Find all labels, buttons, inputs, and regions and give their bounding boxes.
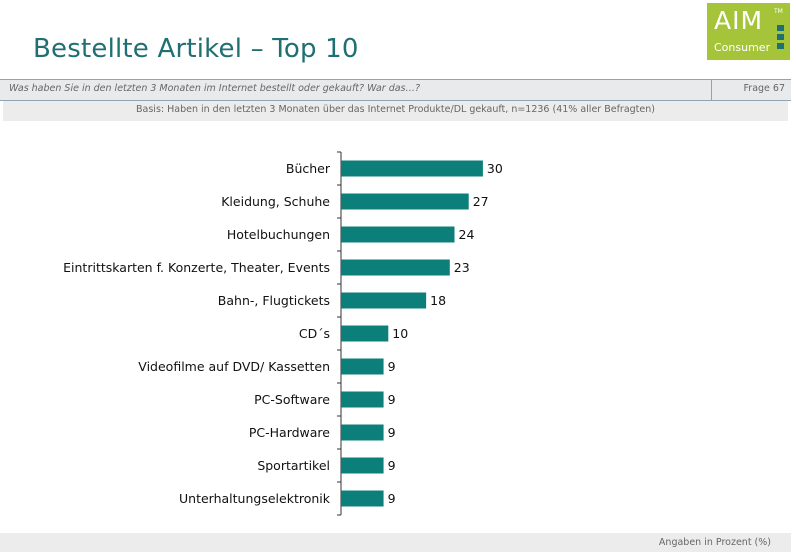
category-label: Kleidung, Schuhe <box>221 194 330 209</box>
data-label: 9 <box>388 425 396 440</box>
data-label: 30 <box>487 161 503 176</box>
bar <box>341 226 455 243</box>
basis-bar: Basis: Haben in den letzten 3 Monaten üb… <box>3 101 788 121</box>
bar <box>341 259 450 276</box>
bar <box>341 358 384 375</box>
data-label: 23 <box>454 260 470 275</box>
bar <box>341 490 384 507</box>
category-label: Bahn-, Flugtickets <box>218 293 330 308</box>
bar <box>341 424 384 441</box>
aim-consumer-logo: AIM TM Consumer <box>707 3 790 60</box>
data-label: 10 <box>392 326 408 341</box>
unit-footnote: Angaben in Prozent (%) <box>658 537 771 548</box>
bar <box>341 391 384 408</box>
question-text: Was haben Sie in den letzten 3 Monaten i… <box>9 83 421 94</box>
category-label: Unterhaltungselektronik <box>179 491 331 506</box>
data-label: 9 <box>388 359 396 374</box>
page-title: Bestellte Artikel – Top 10 <box>33 34 359 64</box>
logo-sub-text: Consumer <box>714 41 771 54</box>
category-label: Bücher <box>286 161 331 176</box>
category-label: PC-Hardware <box>249 425 330 440</box>
category-label: Eintrittskarten f. Konzerte, Theater, Ev… <box>63 260 330 275</box>
data-label: 9 <box>388 491 396 506</box>
data-label: 9 <box>388 392 396 407</box>
data-label: 18 <box>430 293 446 308</box>
data-label: 9 <box>388 458 396 473</box>
logo-trademark: TM <box>774 8 783 15</box>
basis-text: Basis: Haben in den letzten 3 Monaten üb… <box>136 104 655 115</box>
bar <box>341 160 483 177</box>
category-label: PC-Software <box>254 392 330 407</box>
bar <box>341 292 427 309</box>
footer-bar: Angaben in Prozent (%) <box>0 533 791 552</box>
question-number: Frage 67 <box>743 83 785 94</box>
data-label: 24 <box>459 227 475 242</box>
category-label: CD´s <box>299 326 330 341</box>
category-label: Hotelbuchungen <box>227 227 330 242</box>
question-number-box: Frage 67 <box>711 80 792 100</box>
data-label: 27 <box>473 194 489 209</box>
category-label: Sportartikel <box>257 458 330 473</box>
bar <box>341 325 389 342</box>
category-label: Videofilme auf DVD/ Kassetten <box>138 359 330 374</box>
logo-main-text: AIM <box>714 6 764 35</box>
bar <box>341 193 469 210</box>
bar <box>341 457 384 474</box>
question-bar: Was haben Sie in den letzten 3 Monaten i… <box>0 79 791 101</box>
